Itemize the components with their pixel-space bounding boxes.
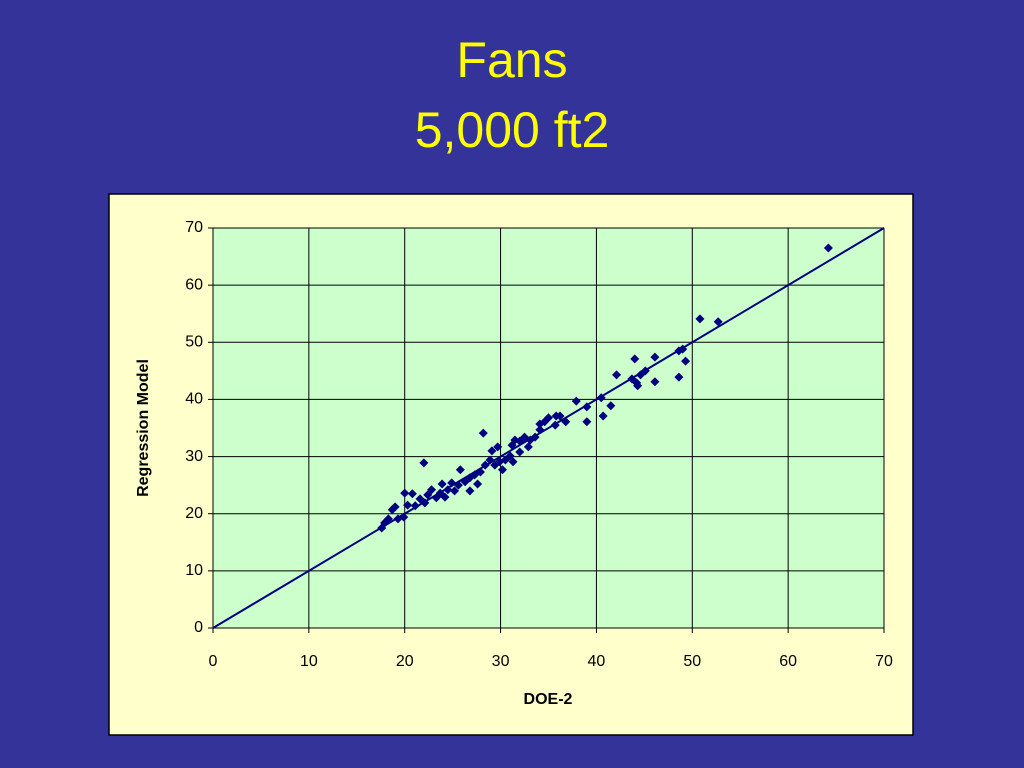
y-axis-title: Regression Model — [135, 359, 152, 497]
point — [377, 523, 387, 533]
point — [561, 417, 571, 427]
point — [582, 402, 592, 412]
point — [515, 447, 525, 457]
x-tick-label: 50 — [683, 653, 701, 670]
point — [713, 317, 723, 327]
x-tick-label: 60 — [779, 653, 797, 670]
point — [465, 486, 475, 496]
point — [630, 354, 640, 364]
point — [674, 346, 684, 356]
point — [493, 442, 503, 452]
point — [400, 488, 410, 498]
x-tick-label: 20 — [396, 653, 414, 670]
point — [431, 493, 441, 503]
y-tick-label: 20 — [185, 505, 203, 522]
y-tick-label: 70 — [185, 219, 203, 236]
point — [650, 352, 660, 362]
point — [598, 411, 608, 421]
point — [393, 514, 403, 524]
point — [415, 494, 425, 504]
x-tick-label: 70 — [875, 653, 893, 670]
point — [571, 396, 581, 406]
point — [440, 492, 450, 502]
x-tick-label: 10 — [300, 653, 318, 670]
point — [612, 370, 622, 380]
point — [497, 465, 507, 475]
point — [423, 490, 433, 500]
point — [535, 419, 545, 429]
x-axis-title: DOE-2 — [524, 691, 573, 708]
x-tick-label: 40 — [588, 653, 606, 670]
point — [419, 458, 429, 468]
point — [633, 381, 643, 391]
point — [478, 428, 488, 438]
point — [674, 372, 684, 382]
point — [455, 465, 465, 475]
point — [450, 486, 460, 496]
y-tick-label: 50 — [185, 334, 203, 351]
point — [555, 411, 565, 421]
point — [636, 370, 646, 380]
y-tick-label: 60 — [185, 276, 203, 293]
point — [485, 455, 495, 465]
point — [473, 479, 483, 489]
x-tick-label: 0 — [209, 653, 218, 670]
point — [681, 356, 691, 366]
point — [650, 377, 660, 387]
y-tick-label: 40 — [185, 391, 203, 408]
point — [507, 440, 517, 450]
reference-line — [212, 227, 885, 629]
point — [487, 446, 497, 456]
point — [490, 460, 500, 470]
point — [582, 417, 592, 427]
point — [410, 501, 420, 511]
point — [437, 479, 447, 489]
point — [535, 425, 545, 435]
y-tick-label: 0 — [194, 619, 203, 636]
point — [387, 505, 397, 515]
point — [550, 420, 560, 430]
point — [447, 478, 457, 488]
point — [606, 401, 616, 411]
point — [823, 243, 833, 253]
x-tick-label: 30 — [492, 653, 510, 670]
y-tick-label: 30 — [185, 448, 203, 465]
chart-title: Fans — [456, 32, 567, 88]
point — [443, 485, 453, 495]
point — [523, 442, 533, 452]
y-tick-label: 10 — [185, 562, 203, 579]
point — [480, 460, 490, 470]
chart-subtitle: 5,000 ft2 — [415, 102, 610, 158]
point — [460, 477, 470, 487]
point — [407, 489, 417, 499]
point — [695, 314, 705, 324]
point — [403, 500, 413, 510]
point — [596, 393, 606, 403]
point — [508, 457, 518, 467]
